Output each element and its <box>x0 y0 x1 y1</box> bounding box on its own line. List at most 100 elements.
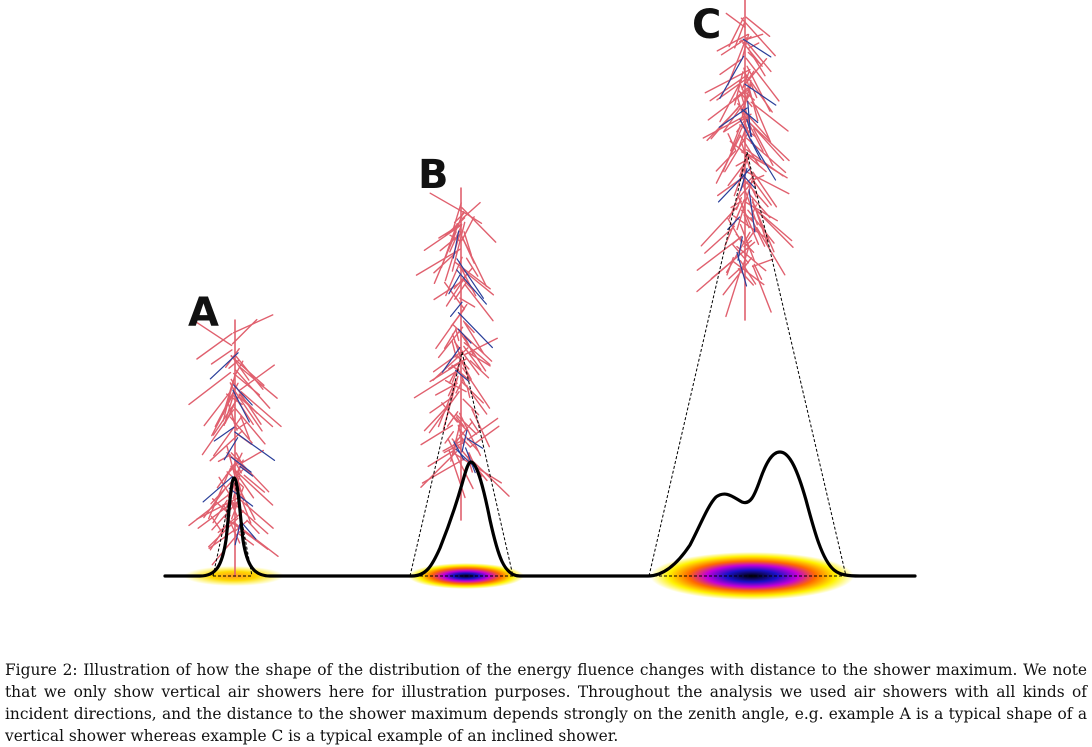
shower-branch <box>453 212 465 224</box>
air-shower-a <box>188 314 282 577</box>
shower-branch <box>739 33 764 43</box>
shower-branch <box>451 364 471 382</box>
shower-branch <box>730 200 743 209</box>
shower-branch <box>466 417 499 441</box>
shower-branch <box>736 180 753 231</box>
shower-branch <box>704 68 751 94</box>
shower-branch <box>746 119 785 162</box>
shower-branch-secondary <box>465 447 476 474</box>
shower-branch <box>188 371 232 406</box>
shower-branch <box>235 452 245 468</box>
shower-branch <box>734 70 744 106</box>
shower-branch <box>702 115 746 139</box>
shower-branch <box>429 192 465 214</box>
shower-branch <box>188 490 234 527</box>
shower-branch-secondary <box>457 312 493 349</box>
shower-branch <box>449 211 465 247</box>
shower-branch <box>469 418 480 433</box>
shower-branch <box>212 416 242 457</box>
shower-branch <box>740 93 750 123</box>
shower-branch <box>443 281 464 309</box>
shower-branch <box>469 360 490 379</box>
shower-branch-secondary <box>744 83 777 106</box>
shower-branch <box>750 101 789 132</box>
shower-branch <box>461 381 484 404</box>
panel-label-c: C <box>692 2 721 48</box>
shower-branch <box>226 515 241 544</box>
shower-branch <box>454 261 491 290</box>
shower-branch <box>463 345 482 371</box>
shower-branch-secondary <box>741 108 759 124</box>
shower-branch <box>723 113 752 133</box>
shower-branch <box>741 33 750 59</box>
shower-branch <box>464 337 498 355</box>
shower-branch <box>461 206 497 243</box>
shower-branch <box>240 415 251 440</box>
shower-branch <box>196 496 241 520</box>
shower-branch <box>217 454 232 463</box>
shower-branch-secondary <box>461 429 468 453</box>
shower-branch <box>196 332 233 360</box>
shower-branch-secondary <box>748 189 756 233</box>
cone-c <box>648 151 847 577</box>
shower-branch <box>444 431 454 444</box>
shower-branch <box>237 474 255 499</box>
shower-branch <box>225 462 239 477</box>
shower-branch-secondary <box>223 437 239 461</box>
shower-branch <box>246 519 260 534</box>
shower-branch-secondary <box>202 476 233 503</box>
shower-branch <box>233 406 266 445</box>
shower-branch <box>230 486 245 520</box>
shower-branch <box>452 202 462 232</box>
shower-branch <box>413 369 460 399</box>
shower-branch <box>716 33 749 52</box>
shower-branch <box>719 58 743 76</box>
shower-branch <box>448 359 463 370</box>
shower-branch <box>753 263 763 280</box>
shower-branch-secondary <box>741 173 756 189</box>
shower-branch-secondary <box>452 230 460 259</box>
shower-branch <box>725 231 751 273</box>
shower-branch <box>228 359 240 369</box>
shower-branch <box>443 328 457 350</box>
shower-branch <box>441 402 459 423</box>
shower-branch-secondary <box>450 301 463 317</box>
shower-branch <box>230 355 265 386</box>
shower-branch <box>207 467 232 520</box>
shower-branch <box>223 394 235 426</box>
shower-branch <box>230 452 270 493</box>
shower-branch-secondary <box>718 107 748 128</box>
shower-branch <box>470 391 488 415</box>
shower-branch <box>463 231 472 256</box>
air-shower-c <box>696 0 794 321</box>
shower-branch <box>455 328 460 342</box>
shower-branch <box>458 412 482 457</box>
shower-branch-secondary <box>209 352 239 380</box>
shower-branch <box>464 283 494 322</box>
shower-branch-secondary <box>233 384 253 406</box>
shower-branch <box>240 391 282 428</box>
shower-branch <box>465 257 479 277</box>
shower-branch-secondary <box>441 346 461 373</box>
shower-branch-secondary <box>241 522 257 540</box>
shower-branch <box>727 164 744 187</box>
shower-branch <box>745 57 780 102</box>
shower-branch <box>471 408 490 448</box>
shower-branch-secondary <box>456 258 484 299</box>
shower-branch <box>442 375 459 430</box>
shower-branch <box>740 39 763 67</box>
panel-label-b: B <box>418 152 449 198</box>
shower-branch <box>209 430 244 462</box>
shower-branch-secondary <box>740 167 748 191</box>
shower-branch <box>464 322 475 334</box>
shower-branch <box>452 421 473 447</box>
shower-branch <box>738 90 753 108</box>
shower-branch <box>420 451 458 488</box>
shower-branch-secondary <box>453 441 465 461</box>
shower-branch <box>729 140 743 152</box>
shower-branch <box>223 516 269 550</box>
shower-branch <box>728 267 741 280</box>
shower-branch <box>458 330 487 372</box>
shower-branch-secondary <box>234 523 241 546</box>
shower-branch <box>197 505 230 529</box>
